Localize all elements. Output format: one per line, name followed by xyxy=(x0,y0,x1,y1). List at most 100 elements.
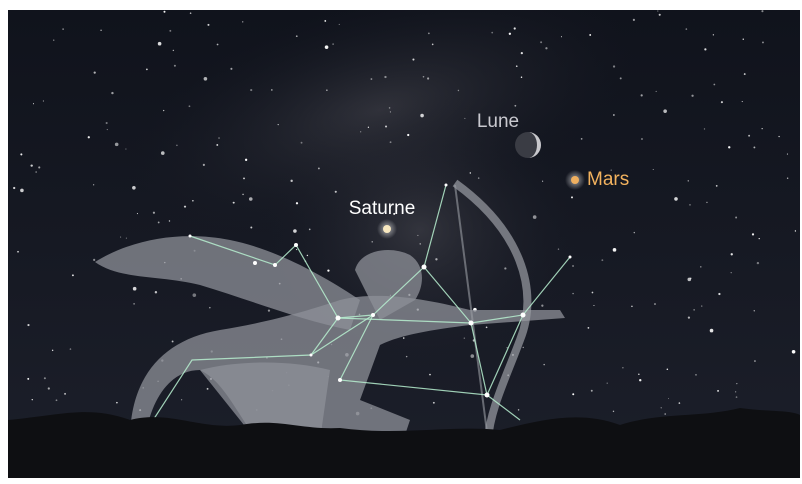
star xyxy=(787,154,788,155)
star xyxy=(716,185,718,187)
star xyxy=(174,65,176,67)
star xyxy=(633,19,635,21)
star xyxy=(674,197,678,201)
star xyxy=(172,340,174,342)
star xyxy=(125,149,126,150)
star xyxy=(193,293,197,297)
star xyxy=(217,44,219,46)
star xyxy=(146,68,148,70)
star xyxy=(464,337,465,338)
star xyxy=(742,101,743,102)
star xyxy=(478,177,479,178)
star xyxy=(384,76,386,78)
star xyxy=(686,28,688,30)
star xyxy=(518,409,519,410)
star xyxy=(581,138,583,140)
star xyxy=(759,238,760,239)
star xyxy=(189,105,191,107)
star xyxy=(572,393,574,395)
star xyxy=(35,171,37,173)
star xyxy=(56,399,58,401)
star xyxy=(390,111,391,112)
star xyxy=(691,95,693,97)
star xyxy=(137,213,138,214)
star xyxy=(406,356,407,357)
star xyxy=(94,72,96,74)
star xyxy=(190,12,192,14)
star xyxy=(717,390,719,392)
star xyxy=(318,167,320,169)
moon-label: Lune xyxy=(477,111,519,132)
star xyxy=(360,131,361,132)
star xyxy=(169,220,170,221)
star xyxy=(53,39,54,40)
star xyxy=(689,204,690,205)
star xyxy=(704,128,705,129)
star xyxy=(543,364,544,365)
star xyxy=(184,206,186,208)
star xyxy=(653,169,654,170)
star xyxy=(664,413,666,415)
star xyxy=(412,58,414,60)
star xyxy=(339,24,340,25)
star xyxy=(639,379,641,381)
star xyxy=(589,34,591,36)
star xyxy=(115,143,119,147)
sky-view: Lune Mars Saturne xyxy=(0,0,802,484)
star xyxy=(13,187,15,189)
star xyxy=(335,191,337,193)
star xyxy=(44,377,46,379)
star xyxy=(754,360,756,362)
star xyxy=(429,374,431,376)
star xyxy=(207,24,209,26)
star xyxy=(659,14,661,16)
star xyxy=(163,110,164,111)
star xyxy=(209,307,211,309)
star xyxy=(607,383,608,384)
star xyxy=(638,373,640,375)
star xyxy=(192,200,194,202)
star xyxy=(324,20,326,22)
star xyxy=(787,178,788,179)
star xyxy=(43,100,44,101)
star xyxy=(64,393,66,395)
star xyxy=(230,68,232,70)
star xyxy=(32,399,33,400)
star xyxy=(613,248,617,252)
star xyxy=(752,233,754,235)
star xyxy=(701,305,702,306)
star xyxy=(470,172,471,173)
star xyxy=(792,350,796,354)
star xyxy=(420,114,424,118)
star xyxy=(120,237,121,238)
star xyxy=(620,77,622,79)
star xyxy=(521,52,523,54)
star xyxy=(613,65,615,67)
star xyxy=(93,259,95,261)
star xyxy=(158,222,160,224)
star xyxy=(70,348,72,350)
star xyxy=(718,293,720,295)
star xyxy=(641,94,643,96)
saturn-label: Saturne xyxy=(349,198,416,219)
star xyxy=(309,228,311,230)
star xyxy=(372,241,373,242)
star xyxy=(688,317,690,319)
star xyxy=(207,388,209,390)
star xyxy=(561,36,562,37)
star xyxy=(93,184,94,185)
star xyxy=(464,118,465,119)
star xyxy=(695,374,696,375)
star xyxy=(486,326,488,328)
star xyxy=(754,310,755,311)
star xyxy=(271,89,272,90)
star xyxy=(296,35,298,37)
star xyxy=(641,138,643,140)
star xyxy=(293,229,297,233)
star xyxy=(778,136,779,137)
star xyxy=(169,30,171,32)
star xyxy=(634,232,635,233)
star xyxy=(278,124,279,125)
star xyxy=(679,402,681,404)
star xyxy=(20,153,22,155)
